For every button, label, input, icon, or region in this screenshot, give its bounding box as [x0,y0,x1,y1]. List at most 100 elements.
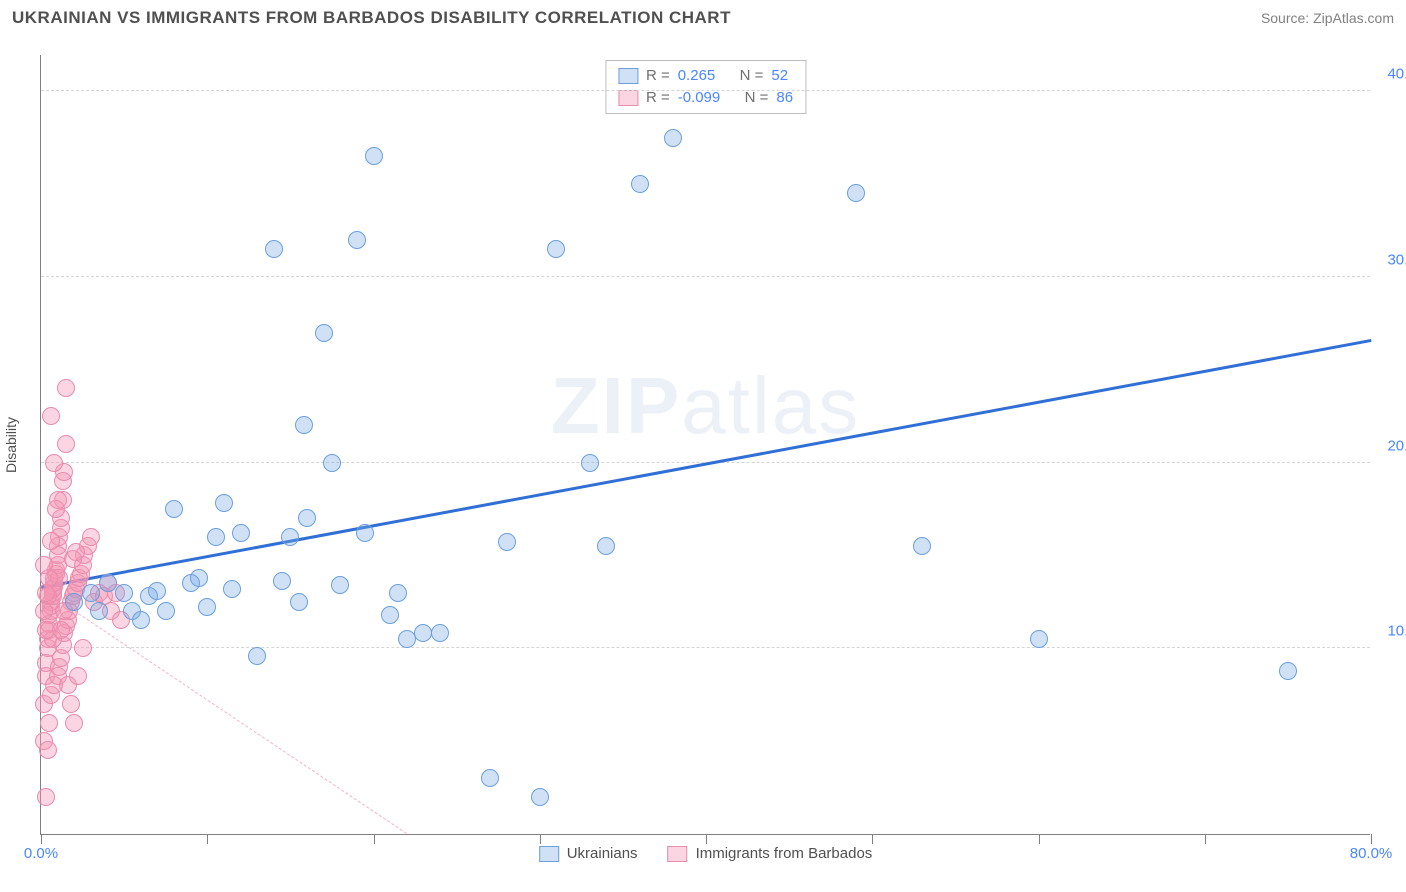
data-point [547,240,565,258]
source-prefix: Source: [1261,10,1313,26]
x-tick [540,834,541,844]
data-point [414,624,432,642]
watermark-thin: atlas [681,361,860,450]
legend-item-1: Immigrants from Barbados [668,845,873,862]
data-point [389,584,407,602]
chart-title: UKRAINIAN VS IMMIGRANTS FROM BARBADOS DI… [12,8,731,28]
data-point [190,569,208,587]
x-tick [374,834,375,844]
y-tick-label: 40.0% [1387,66,1406,83]
data-point [82,584,100,602]
data-point [323,454,341,472]
data-point [198,598,216,616]
data-point [49,491,67,509]
data-point [52,621,70,639]
data-point [62,695,80,713]
x-tick-label: 80.0% [1350,845,1393,862]
trend-line-0 [41,339,1372,589]
x-tick-label: 0.0% [24,845,58,862]
data-point [631,175,649,193]
x-tick [706,834,707,844]
x-tick [872,834,873,844]
data-point [232,524,250,542]
data-point [1030,630,1048,648]
data-point [498,533,516,551]
legend-label-0: Ukrainians [567,845,638,862]
data-point [431,624,449,642]
y-tick-label: 10.0% [1387,623,1406,640]
gridline-y [41,276,1370,277]
data-point [157,602,175,620]
watermark: ZIPatlas [551,360,860,452]
data-point [381,606,399,624]
gridline-y [41,647,1370,648]
legend-item-0: Ukrainians [539,845,638,862]
x-tick [41,834,42,844]
data-point [99,574,117,592]
n-label-0: N = [740,65,764,87]
data-point [281,528,299,546]
y-axis-label: Disability [3,416,19,472]
data-point [913,537,931,555]
data-point [74,639,92,657]
data-point [531,788,549,806]
data-point [42,407,60,425]
x-tick [1205,834,1206,844]
source-name: ZipAtlas.com [1313,10,1394,26]
data-point [581,454,599,472]
data-point [847,184,865,202]
x-tick [207,834,208,844]
n-value-0: 52 [771,65,788,87]
data-point [365,147,383,165]
stats-row-0: R = 0.265 N = 52 [618,65,793,87]
data-point [69,667,87,685]
data-point [481,769,499,787]
source-label: Source: ZipAtlas.com [1261,10,1394,26]
data-point [45,454,63,472]
data-point [82,528,100,546]
data-point [356,524,374,542]
data-point [35,602,53,620]
data-point [40,714,58,732]
data-point [65,714,83,732]
data-point [90,602,108,620]
x-tick [1371,834,1372,844]
y-tick-label: 20.0% [1387,437,1406,454]
stats-swatch-0 [618,68,638,84]
data-point [348,231,366,249]
trend-line-1 [41,588,407,834]
legend-label-1: Immigrants from Barbados [696,845,873,862]
data-point [37,584,55,602]
data-point [37,788,55,806]
stats-box: R = 0.265 N = 52 R = -0.099 N = 86 [605,60,806,114]
data-point [57,379,75,397]
data-point [65,593,83,611]
data-point [207,528,225,546]
data-point [42,532,60,550]
data-point [35,556,53,574]
data-point [290,593,308,611]
data-point [1279,662,1297,680]
stats-swatch-1 [618,90,638,106]
legend-swatch-0 [539,846,559,862]
data-point [39,741,57,759]
data-point [165,500,183,518]
data-point [215,494,233,512]
data-point [597,537,615,555]
data-point [57,435,75,453]
r-value-0: 0.265 [678,65,716,87]
legend-swatch-1 [668,846,688,862]
data-point [223,580,241,598]
data-point [148,582,166,600]
chart-header: UKRAINIAN VS IMMIGRANTS FROM BARBADOS DI… [12,8,1394,28]
y-tick-label: 30.0% [1387,251,1406,268]
data-point [265,240,283,258]
data-point [248,647,266,665]
data-point [115,584,133,602]
data-point [298,509,316,527]
data-point [398,630,416,648]
data-point [664,129,682,147]
r-label-0: R = [646,65,670,87]
scatter-plot: ZIPatlas Disability R = 0.265 N = 52 R =… [40,55,1370,835]
data-point [132,611,150,629]
